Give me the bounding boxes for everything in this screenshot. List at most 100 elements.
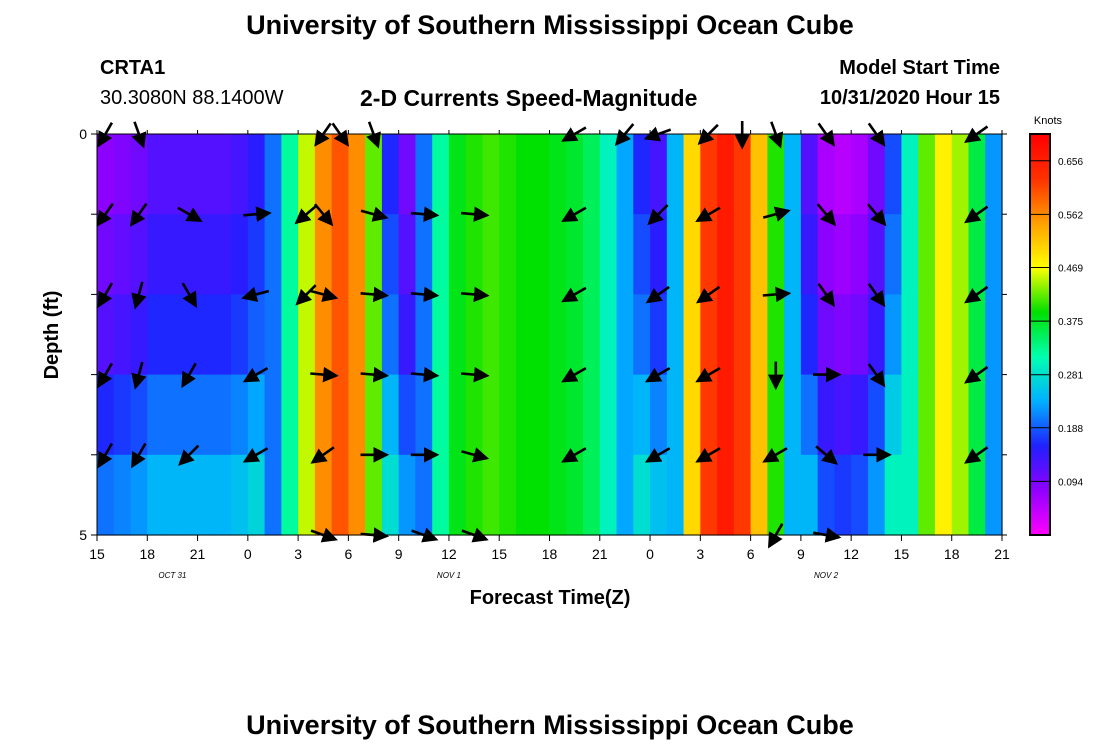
x-tick-label: 6	[747, 546, 755, 562]
heatmap-cell	[800, 454, 819, 536]
current-vector-arrow	[866, 203, 887, 227]
current-vector-arrow	[177, 206, 203, 223]
heatmap-cell	[884, 214, 903, 295]
heatmap-cell	[214, 214, 232, 295]
heatmap-cell	[918, 294, 936, 376]
current-vector-arrow	[310, 446, 335, 464]
current-vector-arrow	[561, 286, 587, 303]
heatmap-cell	[482, 454, 500, 536]
heatmap-cell	[901, 294, 919, 376]
heatmap-cell	[884, 374, 903, 456]
heatmap-cell	[465, 374, 484, 456]
x-tick-label: 18	[944, 546, 960, 562]
heatmap-cell	[616, 374, 634, 456]
heatmap-cell	[465, 454, 484, 536]
heatmap-cell	[197, 294, 215, 376]
heatmap-cell	[834, 454, 852, 536]
heatmap-cell	[465, 214, 484, 295]
heatmap-cell	[197, 134, 215, 215]
heatmap-cell	[381, 374, 400, 456]
heatmap-cell	[113, 214, 132, 295]
heatmap-cell	[633, 374, 651, 456]
heatmap-cell	[599, 374, 618, 456]
heatmap-cell	[348, 134, 366, 215]
heatmap-cell	[683, 294, 701, 376]
heatmap-cell	[901, 214, 919, 295]
heatmap-cell	[616, 454, 634, 536]
current-vector-arrow	[410, 366, 440, 383]
heatmap-cell	[532, 374, 551, 456]
colorbar-tick-label: 0.281	[1058, 371, 1083, 382]
heatmap-cell	[147, 214, 165, 295]
heatmap-cell	[599, 134, 618, 215]
current-vector-arrow	[762, 206, 791, 222]
heatmap-cell	[113, 134, 132, 215]
heatmap-cell	[415, 454, 433, 536]
current-vector-arrow	[816, 203, 837, 227]
heatmap-cell	[398, 294, 417, 376]
heatmap-cell	[147, 374, 165, 456]
current-vector-arrow	[762, 447, 788, 463]
heatmap-cell	[331, 294, 349, 376]
current-vector-arrow	[241, 286, 270, 302]
plot-title: 2-D Currents Speed-Magnitude	[360, 85, 698, 111]
heatmap-cell	[767, 134, 785, 215]
colorbar-unit: Knots	[1034, 115, 1063, 127]
heatmap-cell	[298, 374, 316, 456]
current-vector-arrow	[97, 442, 114, 469]
heatmap-cell	[784, 134, 802, 215]
heatmap-cell	[365, 134, 383, 215]
heatmap-cell	[566, 134, 584, 215]
current-vector-arrow	[129, 202, 148, 227]
x-tick-label: 15	[491, 546, 507, 562]
heatmap-cell	[867, 294, 886, 376]
heatmap-cell	[147, 454, 165, 536]
heatmap-cell	[97, 374, 115, 456]
station-coordinates: 30.3080N 88.1400W	[100, 87, 284, 109]
current-vector-arrow	[295, 284, 317, 306]
heatmap-cell	[934, 454, 953, 536]
heatmap-cell	[515, 294, 534, 376]
heatmap-cell	[566, 214, 584, 295]
heatmap-cell	[784, 374, 802, 456]
current-vector-arrow	[695, 447, 721, 463]
heatmap-cell	[985, 214, 1003, 295]
heatmap-cell	[381, 294, 400, 376]
heatmap-cell	[951, 454, 970, 536]
current-vector-arrow	[460, 286, 490, 303]
heatmap-cell	[951, 214, 970, 295]
heatmap-cell	[583, 214, 601, 295]
heatmap-cell	[281, 134, 299, 215]
x-tick-label: 6	[344, 546, 352, 562]
heatmap-cell	[666, 214, 685, 295]
heatmap-cell	[951, 134, 970, 215]
current-vector-arrow	[131, 281, 147, 310]
current-vector-arrow	[131, 442, 147, 469]
heatmap-cell	[331, 374, 349, 456]
heatmap-cell	[298, 294, 316, 376]
heatmap-cell	[733, 214, 752, 295]
heatmap-cell	[448, 294, 467, 376]
model-start-label: Model Start Time	[839, 57, 1000, 79]
current-vector-arrow	[647, 204, 669, 226]
x-tick-label: 3	[696, 546, 704, 562]
heatmap-cell	[583, 134, 601, 215]
heatmap-cell	[633, 294, 651, 376]
model-start-value: 10/31/2020 Hour 15	[819, 87, 1000, 109]
heatmap-cell	[130, 134, 148, 215]
heatmap-cell	[197, 374, 215, 456]
heatmap-cell	[482, 134, 500, 215]
heatmap-cell	[884, 294, 903, 376]
y-axis: 05	[79, 126, 1007, 543]
heatmap-cell	[180, 374, 199, 456]
heatmap-cell	[650, 214, 668, 295]
heatmap-cell	[851, 374, 869, 456]
heatmap-cell	[767, 214, 785, 295]
heatmap-cell	[432, 454, 450, 536]
x-tick-label: 12	[843, 546, 859, 562]
current-vector-arrow	[964, 285, 989, 304]
heatmap-cell	[448, 374, 467, 456]
heatmap-cell	[800, 214, 819, 295]
heatmap-cell	[549, 134, 567, 215]
heatmap-cell	[700, 294, 718, 376]
